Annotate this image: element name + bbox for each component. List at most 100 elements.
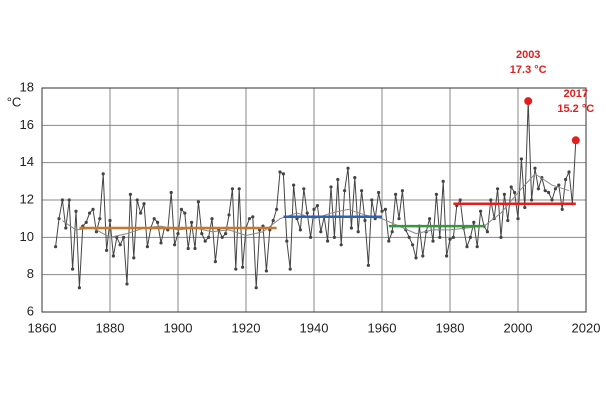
point <box>122 235 126 239</box>
annotation-value: 15.2 °C <box>557 103 594 115</box>
highlight-point <box>571 136 580 145</box>
point <box>302 187 306 191</box>
point <box>64 226 68 230</box>
point <box>547 190 551 195</box>
x-tick-label: 1880 <box>96 320 125 335</box>
point <box>513 190 517 195</box>
point <box>349 226 353 230</box>
point <box>145 245 149 249</box>
point <box>156 220 160 224</box>
point <box>489 198 493 202</box>
point <box>213 260 217 264</box>
point <box>438 235 442 239</box>
point <box>57 217 61 221</box>
point <box>105 248 109 252</box>
point <box>400 189 404 193</box>
point <box>111 254 115 258</box>
point <box>234 267 238 271</box>
point <box>353 176 357 180</box>
point <box>227 213 231 217</box>
point <box>292 183 296 187</box>
point <box>557 183 561 187</box>
point <box>343 189 347 193</box>
point <box>173 243 177 247</box>
point <box>254 286 258 290</box>
point <box>431 239 435 243</box>
point <box>241 265 245 269</box>
point <box>237 187 241 191</box>
point <box>445 254 449 258</box>
point <box>264 269 268 273</box>
point <box>441 179 445 183</box>
point <box>288 267 292 271</box>
point <box>377 190 381 195</box>
point <box>564 177 568 182</box>
point <box>516 217 520 221</box>
point <box>536 187 541 191</box>
annotation-value: 17.3 °C <box>510 64 547 76</box>
annotation-year: 2017 <box>564 88 588 100</box>
point <box>108 218 112 223</box>
point <box>298 228 302 232</box>
point <box>458 198 462 202</box>
point <box>281 172 285 176</box>
point <box>224 232 228 236</box>
point <box>67 198 71 202</box>
x-tick-label: 1920 <box>232 320 261 335</box>
point <box>159 241 163 245</box>
point <box>475 245 479 249</box>
point <box>271 218 275 223</box>
point <box>77 286 81 290</box>
point <box>179 207 183 211</box>
point <box>519 157 524 161</box>
point <box>220 235 224 239</box>
point <box>203 239 207 243</box>
annotation-year: 2003 <box>516 49 540 61</box>
point <box>196 200 200 204</box>
point <box>142 202 146 206</box>
point <box>186 246 190 251</box>
point <box>468 235 472 239</box>
y-tick-label: 8 <box>27 266 34 281</box>
y-tick-label: 6 <box>27 303 34 318</box>
point <box>190 220 194 224</box>
point <box>54 245 58 249</box>
point <box>506 218 510 223</box>
point <box>309 235 313 239</box>
point <box>183 211 187 215</box>
y-tick-label: 14 <box>20 154 34 169</box>
point <box>169 190 173 195</box>
point <box>543 189 547 193</box>
point <box>502 192 506 196</box>
point <box>560 207 564 211</box>
point <box>94 230 98 234</box>
point <box>339 243 343 247</box>
point <box>356 230 360 234</box>
point <box>380 209 384 213</box>
point <box>448 237 452 241</box>
point <box>91 207 95 211</box>
point <box>394 192 398 196</box>
point <box>553 187 558 191</box>
point <box>278 170 282 174</box>
point <box>285 239 289 243</box>
x-tick-label: 1980 <box>436 320 465 335</box>
point <box>465 245 469 249</box>
point <box>550 198 554 202</box>
x-tick-label: 1900 <box>164 320 193 335</box>
point <box>360 189 364 193</box>
point <box>118 243 122 247</box>
point <box>530 198 534 202</box>
point <box>210 217 214 221</box>
y-axis-label: °C <box>7 94 22 109</box>
point <box>319 230 323 234</box>
point <box>315 204 319 208</box>
y-tick-label: 10 <box>20 229 34 244</box>
point <box>533 166 537 170</box>
y-tick-label: 12 <box>20 191 34 206</box>
point <box>332 235 336 239</box>
y-tick-label: 18 <box>20 79 34 94</box>
point <box>451 235 455 239</box>
point <box>132 256 136 260</box>
